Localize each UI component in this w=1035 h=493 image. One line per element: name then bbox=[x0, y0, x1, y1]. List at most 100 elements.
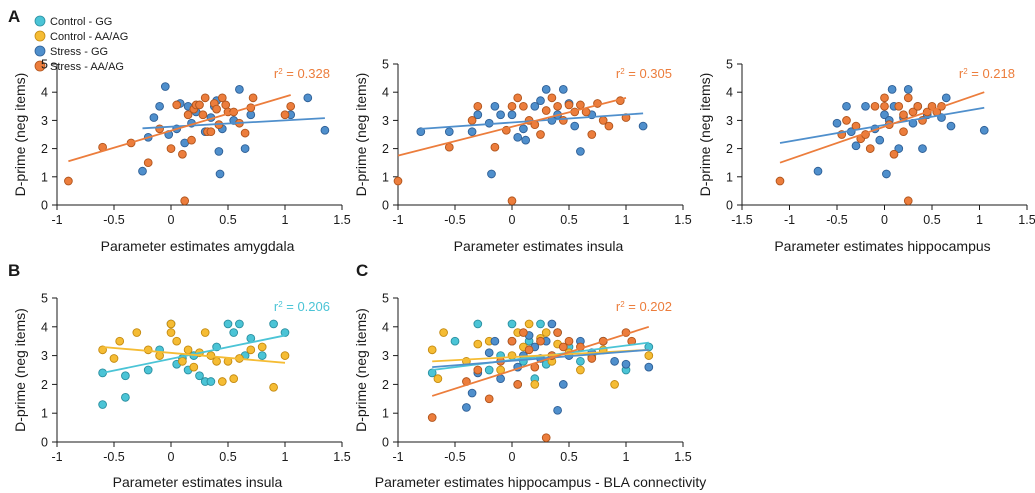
data-point-stress-gg bbox=[541, 85, 551, 94]
data-point-control-gg bbox=[143, 365, 153, 375]
data-point-control-aa bbox=[530, 380, 540, 389]
data-point-stress-gg bbox=[894, 144, 904, 153]
data-point-stress-aa bbox=[587, 354, 597, 363]
data-point-stress-gg bbox=[484, 348, 494, 358]
y-tick-label: 2 bbox=[41, 378, 48, 392]
y-tick-label: 4 bbox=[382, 320, 389, 334]
y-tick-label: 3 bbox=[41, 114, 48, 128]
panel-letter-a: A bbox=[8, 7, 20, 26]
r-squared-label: r2 = 0.305 bbox=[616, 66, 672, 81]
y-tick-label: 2 bbox=[726, 142, 733, 156]
data-point-control-gg bbox=[473, 319, 483, 329]
legend-marker-control-aa bbox=[34, 30, 46, 42]
fit-line-control-aa bbox=[432, 348, 649, 363]
data-point-control-aa bbox=[507, 351, 517, 360]
data-point-stress-aa bbox=[903, 93, 913, 103]
data-point-stress-gg bbox=[553, 405, 562, 415]
data-point-control-gg bbox=[229, 328, 239, 337]
data-point-stress-aa bbox=[547, 93, 557, 103]
data-point-control-aa bbox=[473, 339, 483, 349]
data-point-stress-aa bbox=[473, 101, 483, 111]
data-point-control-gg bbox=[121, 371, 130, 381]
y-tick-label: 0 bbox=[726, 199, 733, 213]
data-point-stress-aa bbox=[183, 110, 193, 120]
x-axis-title: Parameter estimates hippocampus - BLA co… bbox=[375, 474, 707, 490]
data-point-control-aa bbox=[427, 345, 437, 355]
data-point-stress-aa bbox=[519, 328, 528, 337]
legend-marker-stress-aa bbox=[34, 60, 46, 72]
x-tick-label: 1 bbox=[976, 213, 983, 227]
data-point-stress-gg bbox=[861, 101, 870, 111]
scatter-insula-stress: -1 -0.5 0 0.5 1 1.5 0 1 2 3 4 5 Parameter estimates … bbox=[353, 58, 692, 255]
data-point-stress-aa bbox=[166, 144, 176, 153]
data-point-control-aa bbox=[178, 357, 187, 366]
x-tick-label: 1 bbox=[282, 213, 289, 227]
data-point-stress-aa bbox=[775, 176, 785, 186]
data-point-stress-gg bbox=[946, 121, 956, 131]
y-tick-label: 3 bbox=[726, 114, 733, 128]
data-point-stress-aa bbox=[473, 365, 483, 375]
legend-label-control-gg: Control - GG bbox=[50, 16, 112, 28]
data-point-stress-aa bbox=[155, 124, 164, 134]
x-tick-label: -1 bbox=[51, 450, 62, 464]
x-tick-label: 0.5 bbox=[560, 450, 577, 464]
x-tick-label: 1.5 bbox=[674, 450, 691, 464]
data-point-control-gg bbox=[450, 336, 460, 346]
data-point-stress-gg bbox=[507, 110, 517, 120]
data-point-stress-gg bbox=[887, 85, 897, 94]
data-point-stress-gg bbox=[851, 141, 861, 151]
data-point-stress-gg bbox=[536, 96, 545, 106]
data-point-control-aa bbox=[524, 319, 534, 329]
data-point-stress-gg bbox=[903, 85, 913, 94]
data-point-stress-aa bbox=[507, 101, 517, 111]
data-point-stress-aa bbox=[553, 101, 562, 111]
x-axis-title: Parameter estimates hippocampus bbox=[774, 238, 990, 254]
data-point-control-gg bbox=[223, 319, 233, 329]
data-point-stress-aa bbox=[564, 336, 574, 346]
data-point-stress-aa bbox=[541, 433, 551, 443]
data-point-stress-gg bbox=[490, 101, 500, 111]
data-point-stress-gg bbox=[941, 93, 951, 103]
x-tick-label: -1.5 bbox=[731, 213, 753, 227]
scatter-hippocampus: -1.5 -1 -0.5 0 0.5 1 1.5 0 1 2 3 4 5 Parameter estima… bbox=[697, 58, 1035, 255]
data-point-control-aa bbox=[115, 336, 125, 346]
x-tick-label: 0 bbox=[509, 213, 516, 227]
data-point-control-aa bbox=[200, 328, 210, 337]
data-point-stress-gg bbox=[558, 85, 568, 94]
y-tick-label: 3 bbox=[41, 349, 48, 363]
data-point-stress-gg bbox=[875, 135, 885, 145]
data-point-stress-aa bbox=[444, 142, 454, 152]
data-point-stress-gg bbox=[487, 169, 496, 179]
data-point-control-gg bbox=[257, 351, 267, 360]
data-point-stress-gg bbox=[918, 144, 927, 153]
fit-line-stress-gg bbox=[779, 106, 985, 144]
data-point-stress-gg bbox=[235, 85, 244, 94]
data-point-stress-aa bbox=[519, 101, 528, 111]
data-point-stress-gg bbox=[496, 110, 505, 120]
data-point-stress-aa bbox=[536, 130, 545, 139]
x-tick-label: 1.5 bbox=[1018, 213, 1035, 227]
data-point-control-gg bbox=[121, 393, 130, 402]
data-point-stress-aa bbox=[604, 121, 614, 131]
x-tick-label: 0 bbox=[168, 450, 175, 464]
data-point-stress-gg bbox=[215, 169, 225, 179]
x-tick-label: -1 bbox=[392, 450, 403, 464]
data-point-control-aa bbox=[433, 374, 443, 383]
data-point-stress-aa bbox=[490, 142, 500, 152]
data-point-control-aa bbox=[189, 362, 199, 372]
data-point-stress-gg bbox=[155, 101, 164, 111]
data-point-stress-aa bbox=[513, 380, 523, 389]
data-point-stress-gg bbox=[644, 362, 654, 372]
data-point-stress-gg bbox=[547, 319, 557, 329]
data-point-control-aa bbox=[166, 328, 176, 337]
data-point-stress-gg bbox=[882, 169, 891, 179]
data-point-stress-gg bbox=[519, 124, 528, 134]
data-point-control-aa bbox=[541, 328, 551, 337]
data-point-stress-aa bbox=[894, 101, 904, 111]
data-point-control-aa bbox=[166, 319, 176, 329]
data-point-control-gg bbox=[206, 377, 216, 386]
x-tick-label: 0.5 bbox=[219, 450, 236, 464]
data-point-control-aa bbox=[212, 357, 221, 366]
y-tick-label: 1 bbox=[41, 407, 48, 421]
